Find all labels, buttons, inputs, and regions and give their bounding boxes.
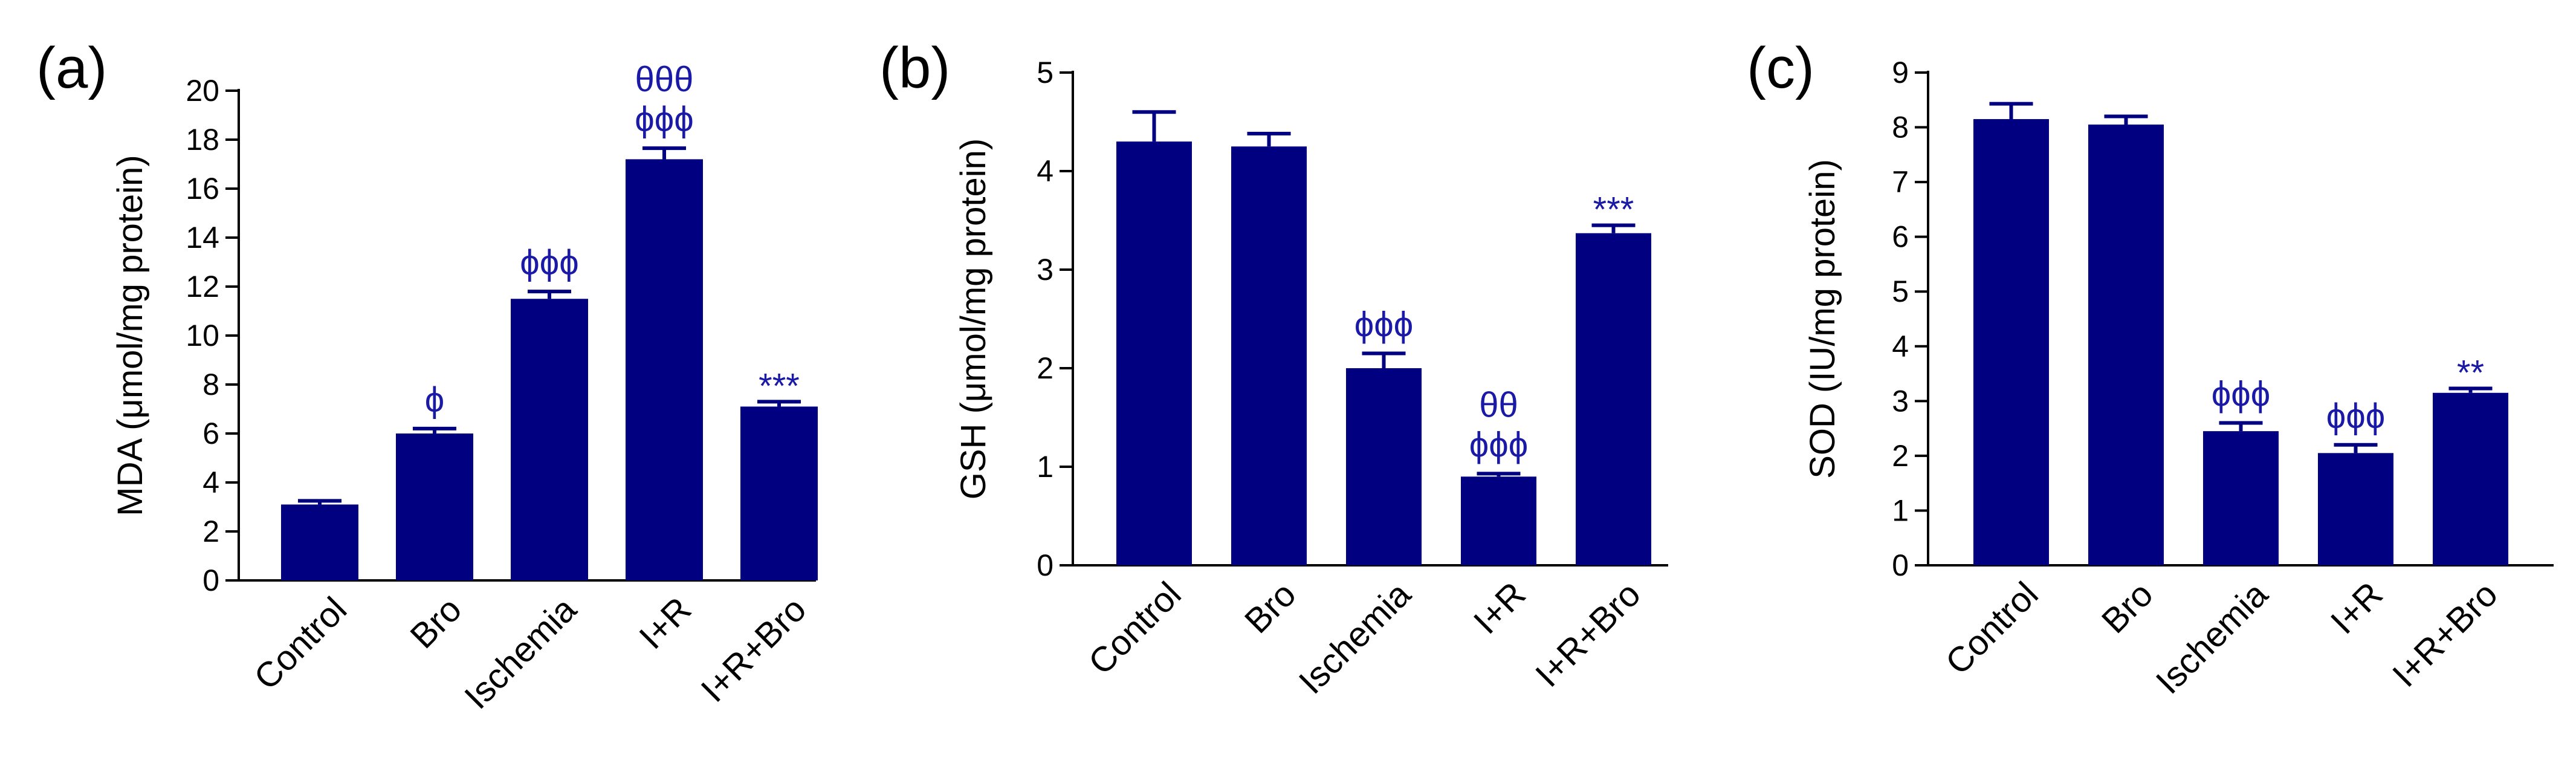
- y-axis-title: GSH (μmol/mg protein): [954, 138, 993, 499]
- x-category-label: Bro: [1237, 574, 1304, 641]
- significance-annotation: ϕ: [425, 380, 444, 420]
- bar-3: [626, 159, 703, 580]
- x-category-label: I+R+Bro: [2385, 574, 2505, 695]
- x-category-label: I+R+Bro: [693, 589, 814, 710]
- x-category-label: I+R: [2323, 574, 2390, 641]
- bar-1: [396, 433, 473, 580]
- bar-1: [2088, 125, 2164, 565]
- chart-panel-a: (a) MDA (μmol/mg protein) 0 2 4 6 8 10 12 14 16 18 2…: [36, 36, 818, 716]
- y-tick-label: 4: [202, 466, 219, 499]
- x-category-label: I+R+Bro: [1528, 574, 1648, 695]
- x-category-label: Ischemia: [1292, 574, 1419, 702]
- y-axis-title: SOD (IU/mg protein): [1803, 159, 1842, 479]
- bar-2: [511, 299, 588, 580]
- x-category-label: Ischemia: [457, 589, 584, 717]
- x-category-label: Control: [1938, 574, 2046, 682]
- y-tick-label: 16: [186, 172, 219, 206]
- chart-panel-c: (c) SOD (IU/mg protein) 0 1 2 3 4 5 6 7 8 9 Control B…: [1747, 36, 2554, 701]
- significance-annotation: ϕϕϕ: [1354, 305, 1413, 345]
- y-tick-label: 6: [202, 417, 219, 450]
- significance-annotation: ϕϕϕ: [1469, 425, 1528, 464]
- significance-annotation: ***: [759, 366, 800, 406]
- significance-annotation: ϕϕϕ: [520, 243, 578, 282]
- bar-2: [2203, 431, 2279, 565]
- y-tick-label: 0: [1892, 548, 1909, 582]
- panel-label: (b): [879, 36, 950, 100]
- y-tick-label: 1: [1037, 450, 1053, 484]
- bar-2: [1346, 368, 1422, 565]
- y-tick-label: 2: [1892, 439, 1909, 473]
- y-tick-label: 5: [1037, 56, 1053, 89]
- y-tick-label: 8: [202, 368, 219, 401]
- y-tick-label: 3: [1037, 253, 1053, 287]
- significance-annotation: ϕϕϕ: [2212, 375, 2270, 414]
- y-tick-label: 0: [202, 563, 219, 597]
- x-category-label: I+R: [632, 589, 699, 657]
- significance-annotation: ϕϕϕ: [2326, 397, 2385, 436]
- bar-4: [2433, 392, 2508, 565]
- x-category-label: Bro: [2094, 574, 2161, 641]
- y-tick-label: 10: [186, 319, 219, 352]
- y-tick-label: 4: [1892, 330, 1909, 363]
- significance-annotation: **: [2457, 354, 2484, 393]
- panel-label: (a): [36, 36, 107, 100]
- y-tick-label: 8: [1892, 111, 1909, 144]
- y-tick-label: 6: [1892, 220, 1909, 254]
- y-tick-label: 2: [1037, 351, 1053, 385]
- significance-annotation: θθθ: [635, 60, 694, 99]
- x-category-label: Control: [247, 589, 354, 697]
- y-tick-label: 2: [202, 515, 219, 548]
- y-tick-label: 7: [1892, 165, 1909, 199]
- x-category-label: Control: [1081, 574, 1189, 682]
- bar-3: [2318, 453, 2393, 565]
- panel-label: (c): [1747, 36, 1814, 100]
- significance-annotation: θθ: [1479, 385, 1518, 424]
- bar-1: [1231, 146, 1307, 565]
- x-category-label: I+R: [1466, 574, 1533, 641]
- x-category-label: Bro: [403, 589, 469, 656]
- significance-annotation: ***: [1593, 190, 1634, 230]
- bar-0: [1973, 119, 2049, 565]
- x-category-label: Ischemia: [2149, 574, 2276, 702]
- y-tick-label: 18: [186, 123, 219, 157]
- bar-0: [1116, 141, 1192, 566]
- bar-4: [740, 406, 818, 580]
- y-tick-label: 1: [1892, 493, 1909, 527]
- bar-4: [1576, 233, 1651, 565]
- y-tick-label: 5: [1892, 274, 1909, 308]
- y-tick-label: 0: [1037, 548, 1053, 582]
- y-tick-label: 4: [1037, 154, 1053, 188]
- significance-annotation: ϕϕϕ: [635, 100, 693, 139]
- bar-0: [281, 504, 358, 580]
- bar-3: [1461, 476, 1536, 565]
- y-tick-label: 12: [186, 270, 219, 304]
- y-tick-label: 14: [186, 221, 219, 255]
- chart-panel-b: (b)GSH (μmol/mg protein) 0 1 2 3 4 5 Control Bro…: [879, 36, 1668, 701]
- y-tick-label: 20: [186, 74, 219, 108]
- y-tick-label: 9: [1892, 56, 1909, 89]
- y-tick-label: 3: [1892, 384, 1909, 418]
- y-axis-title: MDA (μmol/mg protein): [111, 155, 150, 516]
